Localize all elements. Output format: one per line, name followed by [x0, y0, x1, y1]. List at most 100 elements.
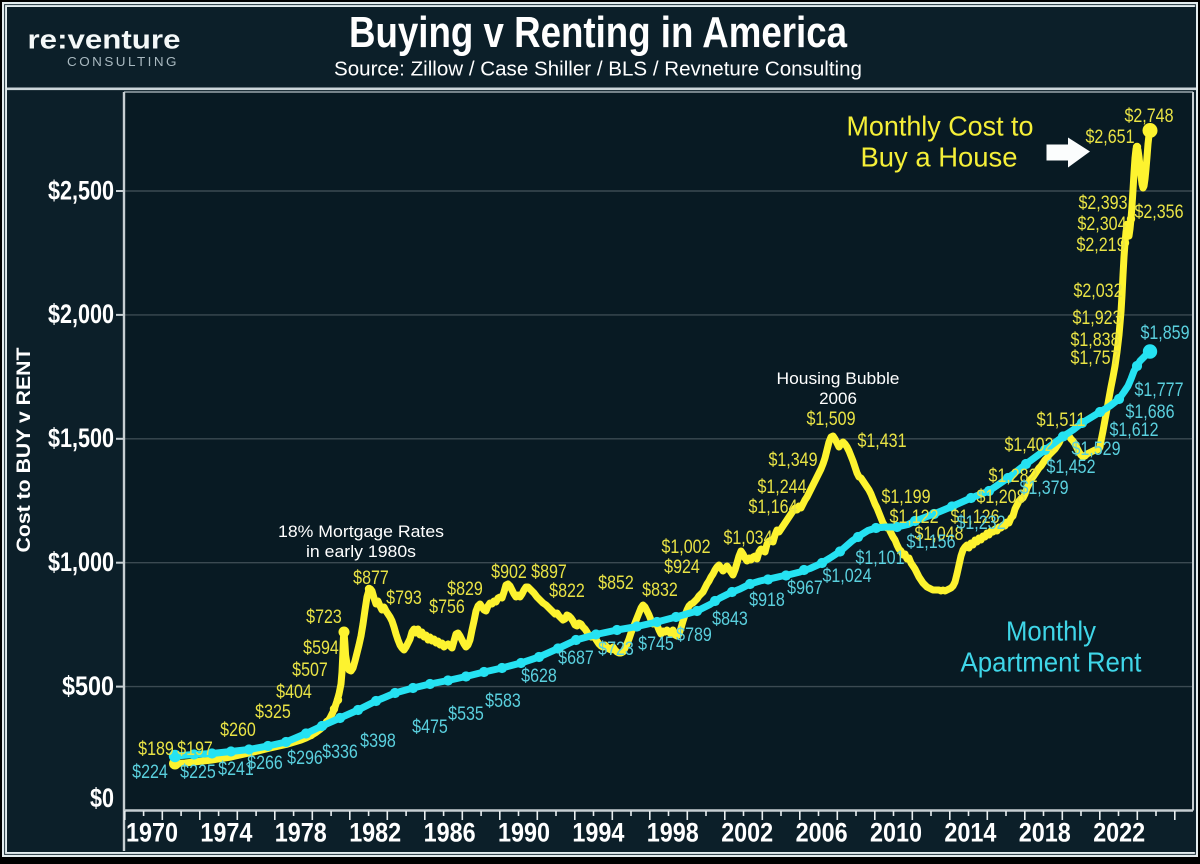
svg-text:$2,000: $2,000 [48, 299, 114, 329]
svg-text:$1,838: $1,838 [1070, 330, 1119, 351]
svg-text:$1,500: $1,500 [48, 423, 114, 453]
svg-text:$241: $241 [218, 759, 254, 780]
svg-text:$2,393: $2,393 [1078, 193, 1127, 214]
svg-text:$832: $832 [642, 580, 678, 601]
svg-text:$2,651: $2,651 [1085, 127, 1134, 148]
svg-text:$723: $723 [598, 639, 634, 660]
svg-text:$1,156: $1,156 [906, 532, 955, 553]
svg-text:$1,452: $1,452 [1046, 457, 1095, 478]
svg-text:$398: $398 [360, 731, 396, 752]
svg-text:2006: 2006 [819, 389, 857, 408]
svg-text:$500: $500 [62, 671, 114, 701]
svg-text:$296: $296 [287, 748, 323, 769]
svg-text:$1,859: $1,859 [1140, 323, 1189, 344]
svg-text:1994: 1994 [572, 817, 624, 847]
svg-text:2018: 2018 [1019, 817, 1071, 847]
svg-text:$1,244: $1,244 [757, 477, 806, 498]
svg-text:Cost to BUY v RENT: Cost to BUY v RENT [14, 347, 35, 552]
svg-text:$0: $0 [90, 783, 114, 813]
svg-text:$897: $897 [531, 562, 567, 583]
svg-text:2014: 2014 [944, 817, 996, 847]
svg-text:CONSULTING: CONSULTING [67, 54, 179, 69]
svg-text:$1,164: $1,164 [748, 497, 797, 518]
svg-text:$723: $723 [306, 607, 342, 628]
svg-text:$1,757: $1,757 [1070, 348, 1119, 369]
svg-text:1970: 1970 [126, 817, 178, 847]
svg-text:$1,402: $1,402 [1004, 435, 1053, 456]
svg-text:$1,509: $1,509 [806, 409, 855, 430]
svg-text:re:venture: re:venture [28, 25, 181, 55]
svg-text:2006: 2006 [796, 817, 848, 847]
svg-text:Buying v Renting in America: Buying v Renting in America [349, 8, 847, 57]
svg-text:$822: $822 [549, 581, 585, 602]
svg-text:1998: 1998 [647, 817, 699, 847]
svg-text:1986: 1986 [424, 817, 476, 847]
svg-text:$266: $266 [247, 753, 283, 774]
svg-text:Monthly: Monthly [1006, 616, 1096, 647]
svg-text:2010: 2010 [870, 817, 922, 847]
svg-text:$1,431: $1,431 [857, 431, 906, 452]
svg-text:$2,304: $2,304 [1077, 214, 1126, 235]
svg-text:2022: 2022 [1093, 817, 1145, 847]
svg-text:$745: $745 [638, 634, 674, 655]
svg-text:$1,923: $1,923 [1072, 308, 1121, 329]
svg-text:$1,024: $1,024 [822, 566, 871, 587]
svg-text:$1,002: $1,002 [661, 537, 710, 558]
svg-text:$225: $225 [180, 762, 216, 783]
svg-text:$829: $829 [447, 579, 483, 600]
svg-text:$924: $924 [664, 557, 700, 578]
svg-text:$2,032: $2,032 [1073, 281, 1122, 302]
svg-text:$475: $475 [412, 717, 448, 738]
svg-text:$1,208: $1,208 [976, 487, 1025, 508]
svg-text:$583: $583 [485, 691, 521, 712]
svg-text:$1,612: $1,612 [1109, 420, 1158, 441]
svg-text:$877: $877 [353, 568, 389, 589]
svg-text:$1,686: $1,686 [1125, 402, 1174, 423]
svg-text:$1,529: $1,529 [1071, 439, 1120, 460]
svg-text:$2,748: $2,748 [1124, 106, 1173, 127]
svg-text:in early 1980s: in early 1980s [306, 542, 416, 561]
svg-text:$1,048: $1,048 [914, 524, 963, 545]
svg-text:1974: 1974 [200, 817, 252, 847]
svg-text:$756: $756 [429, 597, 465, 618]
svg-text:$793: $793 [386, 588, 422, 609]
svg-text:$843: $843 [712, 609, 748, 630]
svg-text:$325: $325 [255, 702, 291, 723]
svg-text:$404: $404 [276, 682, 312, 703]
svg-text:$336: $336 [322, 742, 358, 763]
svg-text:$1,511: $1,511 [1036, 410, 1085, 431]
svg-text:$1,000: $1,000 [48, 547, 114, 577]
svg-text:$2,219: $2,219 [1076, 235, 1125, 256]
svg-text:$2,500: $2,500 [48, 175, 114, 205]
svg-text:Apartment Rent: Apartment Rent [961, 647, 1142, 678]
svg-text:$1,282: $1,282 [988, 466, 1037, 487]
svg-text:$507: $507 [292, 660, 328, 681]
svg-text:$197: $197 [177, 739, 213, 760]
svg-text:Housing Bubble: Housing Bubble [777, 369, 900, 388]
svg-text:$189: $189 [138, 739, 174, 760]
svg-text:18% Mortgage Rates: 18% Mortgage Rates [278, 522, 444, 541]
svg-text:1978: 1978 [275, 817, 327, 847]
svg-text:Buy a House: Buy a House [861, 142, 1018, 173]
svg-text:$628: $628 [521, 666, 557, 687]
svg-text:$967: $967 [787, 578, 823, 599]
svg-text:$789: $789 [676, 625, 712, 646]
svg-text:$594: $594 [303, 638, 339, 659]
svg-text:$902: $902 [491, 562, 527, 583]
svg-text:$1,101: $1,101 [855, 548, 904, 569]
svg-text:$1,122: $1,122 [889, 507, 938, 528]
svg-text:$1,777: $1,777 [1134, 380, 1183, 401]
svg-text:$852: $852 [598, 573, 634, 594]
svg-text:$224: $224 [132, 762, 168, 783]
svg-text:$1,349: $1,349 [768, 450, 817, 471]
svg-text:$1,379: $1,379 [1019, 478, 1068, 499]
svg-text:$1,126: $1,126 [950, 507, 999, 528]
svg-text:$1,199: $1,199 [881, 487, 930, 508]
svg-text:Monthly Cost to: Monthly Cost to [847, 111, 1034, 142]
svg-text:$1,034: $1,034 [723, 528, 772, 549]
svg-text:$535: $535 [448, 704, 484, 725]
svg-text:$1,232: $1,232 [956, 513, 1005, 534]
svg-text:$260: $260 [220, 720, 256, 741]
svg-text:$687: $687 [558, 648, 594, 669]
svg-text:Source: Zillow / Case Shiller: Source: Zillow / Case Shiller / BLS / Re… [334, 58, 862, 81]
